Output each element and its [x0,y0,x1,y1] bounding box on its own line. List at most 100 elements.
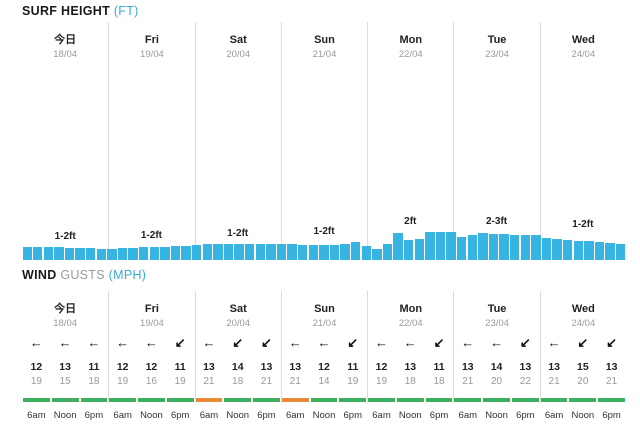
surf-bar[interactable] [276,244,287,260]
surf-bar[interactable] [213,244,223,260]
surf-bar[interactable] [245,244,255,260]
day-name: Sun [314,303,335,315]
surf-bar[interactable] [149,247,160,260]
time-label: Noon [53,410,77,421]
surf-bar[interactable] [181,246,191,260]
surf-bar[interactable] [75,248,85,260]
day-name: Wed [571,303,595,315]
time-label: 6am [544,410,564,421]
wind-gust: 21 [289,376,301,387]
time-label: 6pm [343,410,362,421]
wind-speed: 13 [605,361,618,373]
surf-bar[interactable] [234,244,244,260]
surf-bar[interactable] [170,246,181,260]
surf-bar[interactable] [594,242,605,260]
surf-bar[interactable] [509,235,520,260]
surf-bar[interactable] [499,234,509,260]
time-label: 6am [199,410,219,421]
surf-height-label: 1-2ft [313,226,335,237]
wind-gust: 18 [232,376,244,387]
wind-title: WIND GUSTS (MPH) [22,268,146,282]
surf-height-unit: (FT) [113,4,139,18]
surf-bar[interactable] [319,245,329,260]
wind-direction-west-icon: ← [58,335,72,350]
wind-rating-bar [598,398,625,402]
surf-day-column: Tue 23/04 [453,22,539,260]
day-date: 19/04 [140,49,164,60]
surf-bar[interactable] [117,248,128,260]
surf-bar[interactable] [615,244,626,260]
surf-bar[interactable] [456,237,467,260]
surf-bar[interactable] [605,243,615,260]
surf-bar[interactable] [372,249,382,260]
surf-bar[interactable] [96,249,107,260]
surf-bar[interactable] [266,244,276,260]
wind-rating-bar [540,398,568,402]
surf-bar[interactable] [552,239,562,260]
wind-rating-bar [80,398,108,402]
wind-speed: 13 [203,361,215,373]
wind-direction-southwest-icon: ↙ [347,335,359,350]
surf-bar[interactable] [361,246,371,260]
surf-bar[interactable] [435,232,446,260]
wind-speed: 13 [548,361,560,373]
surf-bar[interactable] [139,247,149,260]
wind-rating-bar [368,398,395,402]
surf-bar[interactable] [43,247,54,260]
surf-day-grid: 今日 18/04 Fri 19/04 Sat 20/04 Sun 21/04 Mon 22/04 T… [22,22,626,260]
surf-bar[interactable] [350,242,361,260]
surf-bar[interactable] [329,245,340,260]
surf-bar[interactable] [382,244,393,260]
day-name: 今日 [54,34,77,46]
surf-bar[interactable] [488,234,499,260]
surf-bar[interactable] [287,244,297,260]
day-date: 23/04 [485,318,509,329]
surf-bar[interactable] [541,238,552,260]
surf-bar[interactable] [33,247,43,260]
surf-bar[interactable] [86,248,96,260]
surf-bar[interactable] [160,247,170,260]
surf-bar[interactable] [64,248,75,260]
surf-bar[interactable] [584,241,594,260]
wind-speed: 12 [318,361,330,373]
surf-bar[interactable] [308,245,318,260]
surf-bar[interactable] [298,245,308,260]
wind-speed: 13 [519,361,532,373]
surf-bar[interactable] [340,244,350,260]
wind-speed: 11 [174,361,186,373]
surf-bar[interactable] [192,245,202,260]
surf-bar[interactable] [255,244,265,260]
wind-rating-bar [224,398,252,402]
surf-height-label: 1-2ft [140,230,162,241]
wind-rating-bar [569,398,597,402]
surf-bar[interactable] [414,239,424,260]
wind-rating-bar [166,398,194,402]
surf-day-column: Sun 21/04 [280,22,367,260]
surf-bar[interactable] [403,240,414,260]
time-label: 6am [113,410,132,421]
surf-bar[interactable] [446,232,456,260]
surf-bar[interactable] [54,247,64,260]
wind-direction-west-icon: ← [202,335,216,350]
surf-bar[interactable] [22,247,32,260]
surf-bar[interactable] [562,240,573,260]
surf-bar[interactable] [393,233,403,260]
surf-bar[interactable] [573,241,583,260]
surf-bar[interactable] [128,248,138,260]
surf-day-column: 今日 18/04 [22,22,108,260]
day-date: 19/04 [140,318,164,329]
wind-speed: 12 [145,361,158,373]
surf-bar[interactable] [425,232,435,260]
surf-bar[interactable] [531,235,541,260]
surf-bar[interactable] [202,244,213,260]
surf-bar[interactable] [520,235,530,260]
day-date: 18/04 [53,49,78,60]
surf-bar[interactable] [107,249,117,260]
wind-rating-bar [425,398,453,402]
surf-bar[interactable] [478,233,488,260]
wind-rating-bar [51,398,79,402]
wind-day-column: Mon 22/04 [367,291,453,403]
surf-bar[interactable] [223,244,234,260]
day-name: Sun [314,34,335,46]
surf-bar[interactable] [467,235,477,260]
